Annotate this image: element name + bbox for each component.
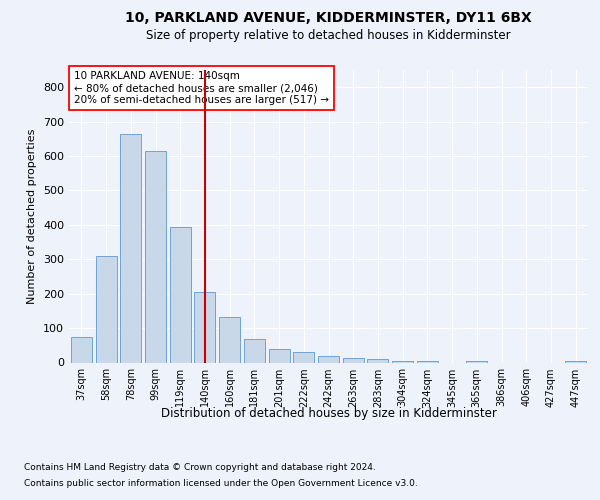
Bar — [318, 356, 339, 362]
Bar — [170, 226, 191, 362]
Y-axis label: Number of detached properties: Number of detached properties — [28, 128, 37, 304]
Text: Contains public sector information licensed under the Open Government Licence v3: Contains public sector information licen… — [24, 479, 418, 488]
Bar — [120, 134, 141, 362]
Text: Size of property relative to detached houses in Kidderminster: Size of property relative to detached ho… — [146, 29, 511, 42]
Text: Contains HM Land Registry data © Crown copyright and database right 2024.: Contains HM Land Registry data © Crown c… — [24, 462, 376, 471]
Bar — [367, 359, 388, 362]
Bar — [466, 361, 487, 362]
Text: Distribution of detached houses by size in Kidderminster: Distribution of detached houses by size … — [161, 408, 497, 420]
Bar — [219, 316, 240, 362]
Text: 10, PARKLAND AVENUE, KIDDERMINSTER, DY11 6BX: 10, PARKLAND AVENUE, KIDDERMINSTER, DY11… — [125, 11, 532, 25]
Bar — [145, 151, 166, 362]
Bar — [293, 352, 314, 362]
Bar — [244, 339, 265, 362]
Bar — [565, 361, 586, 362]
Text: 10 PARKLAND AVENUE: 140sqm
← 80% of detached houses are smaller (2,046)
20% of s: 10 PARKLAND AVENUE: 140sqm ← 80% of deta… — [74, 72, 329, 104]
Bar — [269, 350, 290, 362]
Bar — [194, 292, 215, 362]
Bar — [71, 336, 92, 362]
Bar — [95, 256, 116, 362]
Bar — [343, 358, 364, 362]
